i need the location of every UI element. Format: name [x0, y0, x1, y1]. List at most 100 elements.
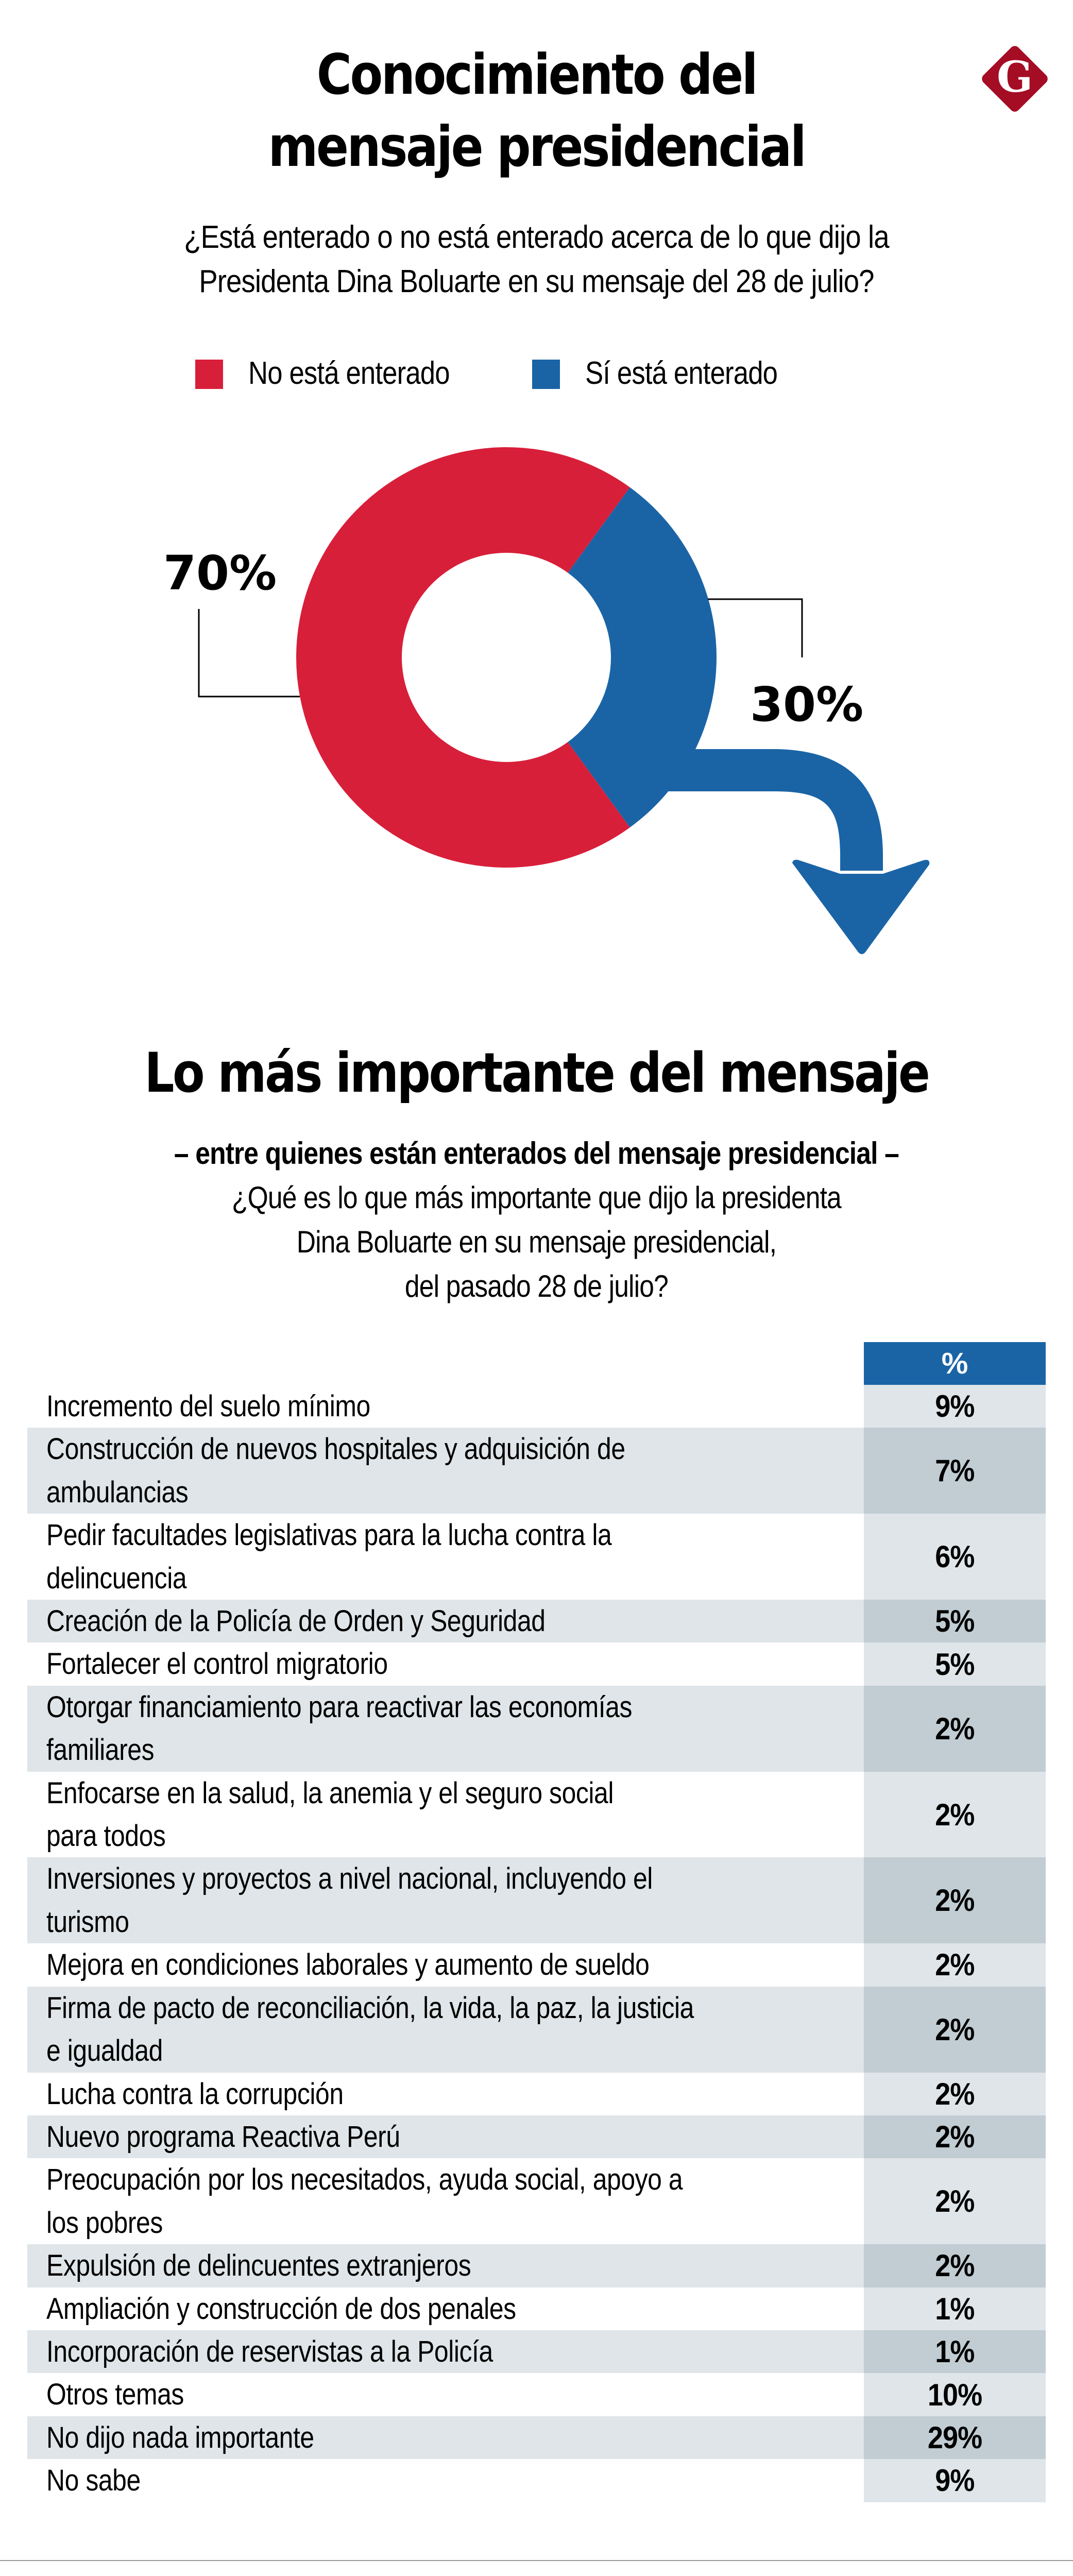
- legend-label-no-enterado: No está enterado: [248, 355, 450, 391]
- row-value-cell: 1%: [864, 2330, 1046, 2374]
- row-value-cell: 10%: [864, 2373, 1046, 2416]
- row-value-cell: 6%: [864, 1514, 1046, 1600]
- row-value: 2%: [935, 2076, 975, 2111]
- row-value: 6%: [935, 1539, 975, 1574]
- row-label: Inversiones y proyectos a nivel nacional…: [46, 1862, 653, 1939]
- leader-line-30: [708, 598, 803, 657]
- table-row: Lucha contra la corrupción 2%: [27, 2072, 1046, 2115]
- table-row: Enfocarse en la salud, la anemia y el se…: [27, 1771, 1046, 1858]
- subtitle-line: Presidenta Dina Boluarte en su mensaje d…: [199, 264, 874, 299]
- row-label: Otros temas: [46, 2378, 184, 2412]
- row-value-cell: 1%: [864, 2287, 1046, 2330]
- row-value-cell: 2%: [864, 1857, 1046, 1944]
- row-label-cell: No sabe: [27, 2459, 864, 2502]
- row-label-cell: Otros temas: [27, 2373, 864, 2416]
- question-line: del pasado 28 de julio?: [404, 1269, 669, 1303]
- row-label: Fortalecer el control migratorio: [46, 1647, 388, 1681]
- leader-line-70: [198, 609, 300, 698]
- table-row: Creación de la Policía de Orden y Seguri…: [27, 1600, 1046, 1643]
- column-header-percent: %: [864, 1342, 1046, 1385]
- question-line: ¿Qué es lo que más importante que dijo l…: [231, 1180, 842, 1215]
- row-label: Creación de la Policía de Orden y Seguri…: [46, 1604, 546, 1638]
- legend-swatch-no-enterado: [195, 360, 223, 389]
- main-title: Conocimiento del mensaje presidencial: [75, 39, 998, 183]
- question-subtitle: ¿Está enterado o no está enterado acerca…: [64, 215, 1009, 304]
- row-value: 2%: [935, 1947, 975, 1982]
- row-label-cell: Fortalecer el control migratorio: [27, 1642, 864, 1686]
- row-label-cell: Mejora en condiciones laborales y aument…: [27, 1943, 864, 1987]
- row-label: Firma de pacto de reconciliación, la vid…: [46, 1991, 694, 2068]
- table-row: Preocupación por los necesitados, ayuda …: [27, 2158, 1046, 2245]
- row-label: Preocupación por los necesitados, ayuda …: [46, 2163, 683, 2240]
- main-title-line: Conocimiento del: [316, 43, 758, 107]
- arrow-head-icon: [792, 859, 930, 954]
- row-value: 1%: [935, 2334, 975, 2369]
- section-qualifier: – entre quienes están enterados del mens…: [174, 1136, 899, 1171]
- section-title: Lo más importante del mensaje: [144, 1041, 930, 1105]
- row-label: Mejora en condiciones laborales y aument…: [46, 1948, 650, 1982]
- row-value: 9%: [935, 2463, 975, 2498]
- table-header: %: [27, 1342, 1046, 1385]
- legend-label-si-enterado: Sí está enterado: [585, 355, 778, 391]
- table-row: Inversiones y proyectos a nivel nacional…: [27, 1857, 1046, 1944]
- row-value-cell: 2%: [864, 1986, 1046, 2073]
- row-label: Incremento del suelo mínimo: [46, 1389, 370, 1423]
- row-label-cell: Expulsión de delincuentes extranjeros: [27, 2244, 864, 2287]
- row-value: 5%: [935, 1647, 975, 1682]
- donut-slice-no-enterado: [296, 447, 630, 868]
- logo-letter: G: [997, 53, 1033, 102]
- table-row: Expulsión de delincuentes extranjeros 2%: [27, 2244, 1046, 2287]
- row-value: 2%: [935, 1797, 975, 1832]
- table-row: Pedir facultades legislativas para la lu…: [27, 1514, 1046, 1600]
- row-value: 7%: [935, 1453, 975, 1488]
- row-label-cell: Otorgar financiamiento para reactivar la…: [27, 1685, 864, 1772]
- row-value-cell: 2%: [864, 2072, 1046, 2115]
- table-row: Otros temas 10%: [27, 2373, 1046, 2416]
- data-label-no-enterado: 70%: [163, 546, 277, 601]
- table-row: Otorgar financiamiento para reactivar la…: [27, 1685, 1046, 1772]
- row-label-cell: Incremento del suelo mínimo: [27, 1385, 864, 1428]
- arrow-shaft: [639, 749, 883, 871]
- chart-legend: No está enterado Sí está enterado: [0, 355, 1073, 392]
- row-label: Ampliación y construcción de dos penales: [46, 2292, 516, 2326]
- row-value: 2%: [935, 2184, 975, 2219]
- diamond-g-logo-icon: G: [982, 46, 1048, 112]
- row-value: 2%: [935, 2120, 975, 2155]
- row-value: 2%: [935, 2012, 975, 2047]
- row-value-cell: 9%: [864, 1385, 1046, 1428]
- row-label-cell: Firma de pacto de reconciliación, la vid…: [27, 1986, 864, 2073]
- section-question: – entre quienes están enterados del mens…: [75, 1131, 998, 1309]
- table-row: No dijo nada importante 29%: [27, 2416, 1046, 2460]
- row-value: 29%: [927, 2420, 982, 2455]
- row-value-cell: 5%: [864, 1642, 1046, 1686]
- row-label: No dijo nada importante: [46, 2420, 314, 2454]
- row-label-cell: Incorporación de reservistas a la Policí…: [27, 2330, 864, 2374]
- row-value-cell: 7%: [864, 1428, 1046, 1514]
- row-label-cell: Inversiones y proyectos a nivel nacional…: [27, 1857, 864, 1944]
- table-row: No sabe 9%: [27, 2459, 1046, 2502]
- row-label-cell: Preocupación por los necesitados, ayuda …: [27, 2158, 864, 2245]
- table-row: Fortalecer el control migratorio 5%: [27, 1642, 1046, 1686]
- row-value-cell: 2%: [864, 2244, 1046, 2287]
- row-label-cell: Creación de la Policía de Orden y Seguri…: [27, 1600, 864, 1643]
- subtitle-line: ¿Está enterado o no está enterado acerca…: [184, 219, 889, 255]
- row-label: Lucha contra la corrupción: [46, 2077, 344, 2111]
- donut-slices: [296, 447, 717, 868]
- row-value: 9%: [935, 1389, 975, 1424]
- row-value-cell: 2%: [864, 1771, 1046, 1858]
- row-value-cell: 2%: [864, 2115, 1046, 2159]
- row-label-cell: Ampliación y construcción de dos penales: [27, 2287, 864, 2330]
- data-label-si-enterado: 30%: [750, 677, 863, 732]
- row-label-cell: Construcción de nuevos hospitales y adqu…: [27, 1428, 864, 1514]
- row-value-cell: 2%: [864, 1685, 1046, 1772]
- table-row: Ampliación y construcción de dos penales…: [27, 2287, 1046, 2330]
- row-label-cell: Nuevo programa Reactiva Perú: [27, 2115, 864, 2159]
- row-value: 5%: [935, 1604, 975, 1639]
- row-label: Nuevo programa Reactiva Perú: [46, 2120, 400, 2154]
- footer-divider: [0, 2560, 1073, 2561]
- row-value-cell: 2%: [864, 2158, 1046, 2245]
- row-label: Construcción de nuevos hospitales y adqu…: [46, 1432, 625, 1509]
- row-value: 1%: [935, 2291, 975, 2326]
- row-value: 2%: [935, 1711, 975, 1746]
- row-label: Expulsión de delincuentes extranjeros: [46, 2249, 471, 2283]
